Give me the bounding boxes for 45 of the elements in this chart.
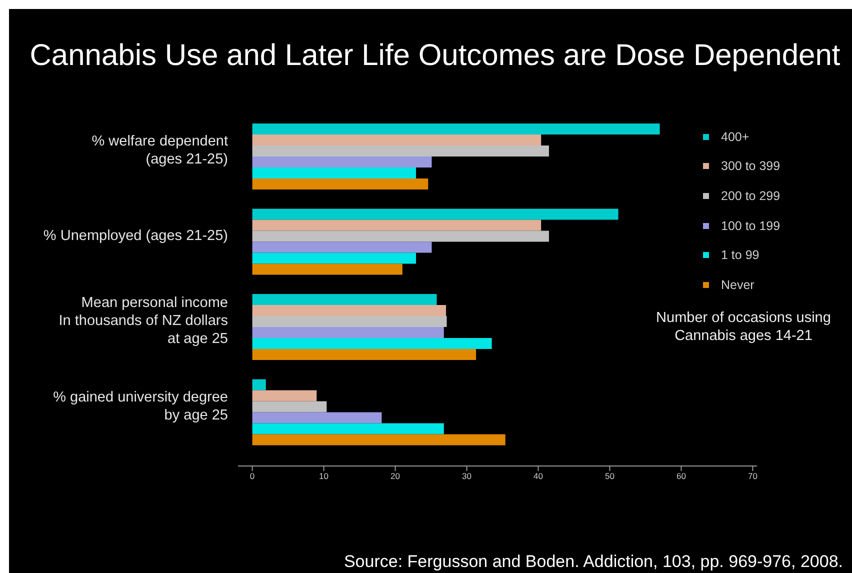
- bar: [252, 401, 327, 412]
- bar: [252, 168, 416, 179]
- bar: [252, 220, 542, 231]
- bar: [252, 242, 432, 253]
- legend-label: 100 to 199: [721, 218, 780, 233]
- chart-title: Cannabis Use and Later Life Outcomes are Dose Dependent: [28, 39, 842, 73]
- legend-label: 400+: [721, 130, 750, 144]
- bar: [252, 379, 266, 390]
- bar: [252, 412, 382, 424]
- bar: [252, 146, 549, 157]
- x-tick-label: 0: [250, 471, 255, 482]
- y-tick-label: % welfare dependent (ages 21-25): [92, 134, 228, 168]
- bar: [252, 423, 444, 434]
- legend-label: 200 to 299: [721, 188, 780, 203]
- bar: [252, 134, 542, 146]
- x-tick-label: 50: [605, 471, 615, 482]
- bar: [252, 294, 437, 306]
- x-tick-label: 60: [676, 471, 686, 482]
- bar: [252, 316, 447, 328]
- y-tick-label: % Unemployed (ages 21-25): [43, 228, 228, 244]
- bar: [252, 156, 432, 168]
- y-tick-label: % gained university degree by age 25: [53, 389, 228, 424]
- bar: [252, 178, 428, 190]
- source-note: Source: Fergusson and Boden. Addiction, 103, pp. 969-976, 2008.: [344, 552, 843, 572]
- x-tick-label: 20: [390, 471, 400, 482]
- bar: [252, 349, 476, 360]
- bar: [252, 327, 444, 338]
- x-tick-label: 30: [462, 471, 472, 482]
- bar: [252, 434, 506, 446]
- bar: [252, 208, 618, 220]
- bar: [252, 338, 492, 350]
- legend-label: 1 to 99: [721, 248, 760, 262]
- bar: [252, 124, 660, 135]
- bar: [252, 230, 549, 242]
- legend-title: Number of occasions using Cannabis ages 14-21: [655, 309, 832, 345]
- legend-label: 300 to 399: [721, 159, 780, 174]
- legend-label: Never: [721, 278, 754, 292]
- y-tick-label: Mean personal income In thousands of NZ dollars at age 25: [58, 295, 228, 348]
- bar: [252, 252, 416, 264]
- x-tick-label: 70: [748, 471, 758, 482]
- bar: [252, 264, 402, 275]
- x-tick-label: 10: [319, 471, 329, 482]
- x-tick-label: 40: [534, 471, 544, 482]
- bar: [252, 390, 317, 402]
- bar: [252, 305, 446, 316]
